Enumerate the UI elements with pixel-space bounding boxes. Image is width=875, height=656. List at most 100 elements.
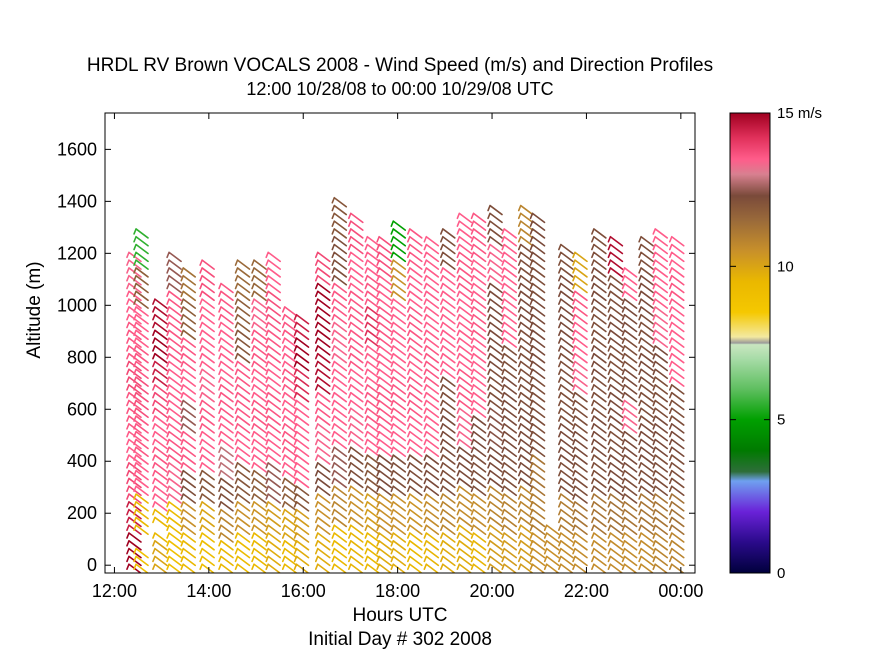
wind-barb: [470, 477, 487, 489]
wind-barb: [376, 407, 392, 419]
wind-barb: [638, 524, 654, 536]
wind-barb: [407, 516, 423, 528]
wind-barb: [529, 251, 546, 263]
wind-barb: [265, 563, 281, 573]
wind-barb: [265, 532, 281, 543]
wind-barb: [265, 360, 281, 372]
wind-barb: [152, 329, 168, 341]
wind-barb: [180, 298, 197, 309]
wind-barb: [293, 430, 310, 442]
wind-barb: [265, 555, 281, 567]
wind-barb: [621, 321, 638, 333]
wind-barb: [390, 563, 407, 573]
wind-barb: [652, 243, 669, 255]
wind-barb: [668, 555, 685, 567]
wind-barb: [572, 423, 588, 434]
wind-barb: [265, 313, 281, 325]
wind-barb: [281, 423, 298, 434]
wind-barb: [166, 407, 182, 419]
wind-barb: [517, 407, 534, 419]
wind-barb: [621, 290, 638, 302]
wind-barb: [348, 267, 364, 278]
wind-barb: [591, 259, 607, 270]
wind-barb: [487, 345, 503, 356]
wind-barb: [501, 469, 517, 481]
wind-barb: [152, 337, 168, 348]
wind-barb: [529, 555, 546, 567]
wind-barb: [487, 368, 503, 380]
wind-barb: [234, 563, 251, 573]
wind-barb: [591, 243, 607, 255]
wind-barb: [591, 235, 607, 247]
wind-barb: [607, 532, 624, 543]
wind-barb: [607, 290, 624, 302]
wind-barb: [180, 391, 197, 403]
wind-barb: [668, 251, 685, 263]
wind-barb: [166, 321, 182, 333]
wind-barb: [364, 274, 381, 286]
wind-barb: [517, 337, 534, 348]
wind-barb: [652, 430, 669, 442]
wind-barb: [572, 290, 588, 302]
wind-barb: [348, 438, 364, 450]
wind-barb: [517, 306, 534, 317]
wind-barb: [423, 532, 440, 543]
wind-barb: [470, 454, 487, 465]
wind-barb: [407, 274, 423, 286]
wind-barb: [501, 251, 517, 263]
wind-barb: [293, 547, 310, 559]
wind-barb: [199, 329, 215, 341]
wind-barb: [572, 501, 588, 512]
wind-barb: [364, 290, 381, 302]
wind-barb: [314, 508, 331, 520]
wind-barb: [390, 493, 407, 504]
wind-profile: [348, 212, 364, 573]
wind-barb: [364, 243, 381, 255]
wind-barb: [487, 391, 503, 403]
wind-barb: [517, 345, 534, 356]
wind-barb: [265, 415, 281, 426]
wind-barb: [558, 345, 574, 356]
wind-barb: [591, 313, 607, 325]
wind-barb: [199, 462, 215, 473]
wind-barb: [440, 259, 456, 270]
colorbar-tick-label: 10: [777, 258, 794, 275]
wind-barb: [638, 251, 654, 263]
wind-barb: [281, 555, 298, 567]
wind-barb: [529, 282, 546, 294]
wind-barb: [407, 306, 423, 317]
wind-barb: [199, 524, 215, 536]
wind-barb: [314, 454, 331, 465]
wind-barb: [390, 376, 407, 387]
wind-barb: [407, 321, 423, 333]
wind-barb: [440, 540, 456, 551]
wind-barb: [501, 313, 517, 325]
wind-barb: [558, 384, 574, 395]
wind-barb: [152, 516, 168, 528]
wind-barb: [652, 228, 669, 239]
wind-profile: [281, 306, 298, 573]
wind-barb: [390, 267, 407, 278]
y-axis-label: Altitude (m): [24, 261, 45, 358]
wind-barb: [407, 251, 423, 263]
wind-barb: [166, 540, 182, 551]
wind-barb: [440, 376, 456, 387]
wind-barb: [218, 415, 234, 426]
wind-barb: [470, 306, 487, 317]
wind-barb: [501, 399, 517, 411]
wind-barb: [314, 282, 331, 294]
wind-profile: [234, 259, 251, 573]
wind-barb: [440, 532, 456, 543]
wind-barb: [348, 446, 364, 458]
wind-barb: [166, 547, 182, 559]
wind-barb: [652, 259, 669, 270]
wind-barb: [621, 384, 638, 395]
wind-barb: [133, 555, 149, 567]
wind-barb: [456, 462, 473, 473]
wind-barb: [180, 376, 197, 387]
wind-barb: [456, 220, 473, 231]
wind-barb: [126, 532, 142, 543]
wind-barb: [517, 220, 534, 231]
wind-barb: [517, 228, 534, 239]
wind-barb: [364, 469, 381, 481]
